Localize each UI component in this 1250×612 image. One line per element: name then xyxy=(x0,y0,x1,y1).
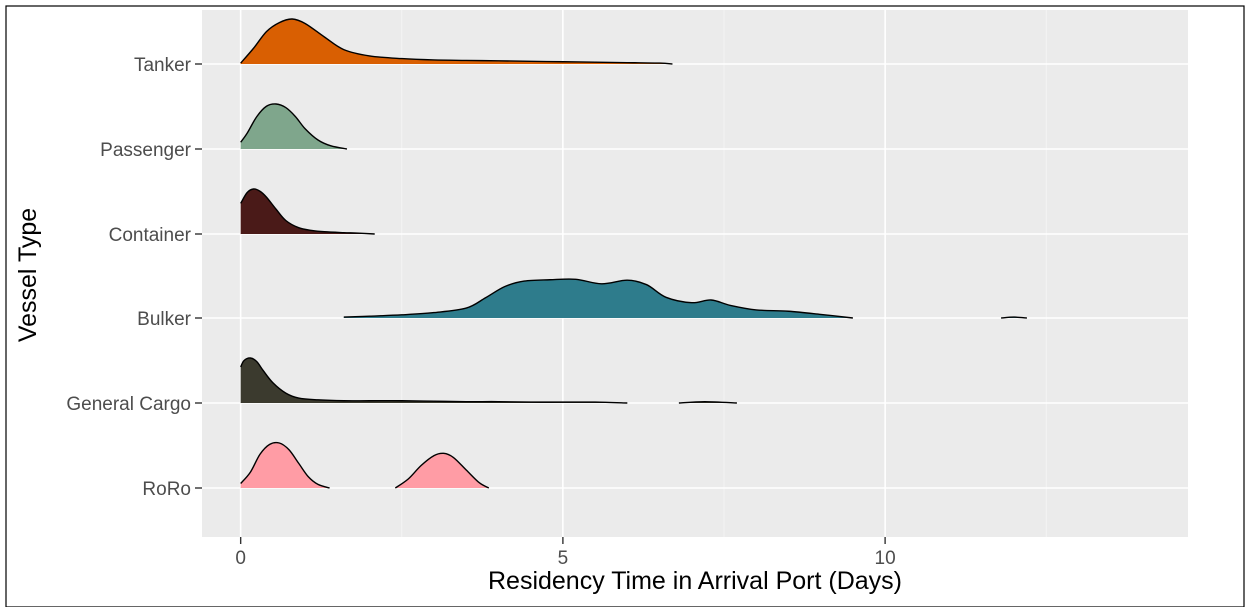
x-tick-label: 0 xyxy=(235,548,246,569)
ridge-tanker xyxy=(240,18,673,65)
ridge-general-cargo-area xyxy=(240,357,628,403)
y-tick-label-roro: RoRo xyxy=(142,479,191,500)
y-axis: Tanker Passenger Container Bulker General Ca… xyxy=(66,55,202,500)
ridge-tanker-outline xyxy=(240,18,673,65)
ridge-general-cargo-secondary-outline xyxy=(678,400,737,404)
x-axis: 0 5 10 xyxy=(235,537,896,569)
y-tick-label-tanker: Tanker xyxy=(134,55,192,76)
plot-panel xyxy=(202,10,1188,537)
y-tick-label-bulker: Bulker xyxy=(137,309,192,330)
x-tick-label: 10 xyxy=(875,548,896,569)
y-tick-label-general-cargo: General Cargo xyxy=(66,394,191,415)
ridge-passenger-outline xyxy=(240,103,348,150)
x-tick-label: 5 xyxy=(558,548,569,569)
ridge-bulker-secondary-outline xyxy=(1001,316,1027,319)
ridge-bulker-area xyxy=(343,279,853,318)
ridge-general-cargo-outline xyxy=(240,357,628,404)
ridge-container-outline xyxy=(240,188,375,235)
x-axis-title: Residency Time in Arrival Port (Days) xyxy=(488,567,902,595)
y-axis-title: Vessel Type xyxy=(14,208,42,342)
ridge-roro xyxy=(240,441,490,489)
y-tick-label-container: Container xyxy=(109,225,192,246)
ridge-passenger xyxy=(240,103,348,150)
ridge-container-area xyxy=(240,188,375,234)
ridges xyxy=(240,18,1027,489)
ridge-general-cargo xyxy=(240,357,737,404)
y-tick-label-passenger: Passenger xyxy=(100,140,192,161)
ridge-passenger-area xyxy=(240,103,347,149)
ridge-tanker-area xyxy=(240,18,673,64)
ridge-roro-secondary-area xyxy=(395,453,489,488)
ridge-bulker xyxy=(343,278,1027,319)
ridge-container xyxy=(240,188,375,235)
ridge-bulker-outline xyxy=(343,278,853,319)
ridge-roro-secondary-outline xyxy=(394,452,490,489)
ridge-roro-outline xyxy=(240,441,330,489)
